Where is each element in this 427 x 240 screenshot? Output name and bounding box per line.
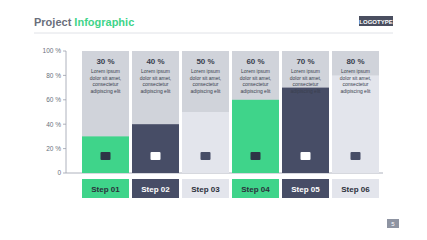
x-tick-label: Step 01 xyxy=(91,185,120,194)
y-tick xyxy=(63,51,66,52)
description: adipiscing elit xyxy=(90,88,121,94)
bar xyxy=(132,124,179,173)
description: dolor sit amet, xyxy=(240,75,271,81)
description: consectetur xyxy=(143,81,169,87)
description: dolor sit amet, xyxy=(90,75,121,81)
header-rule xyxy=(34,33,393,34)
root: Project Infographic LOGOTYPE 0 20 % 40 % 60 %… xyxy=(0,0,427,240)
x-tick-label: Step 03 xyxy=(191,185,220,194)
description: Lorem ipsum xyxy=(91,68,120,74)
y-tick-label: 100 % xyxy=(43,47,62,54)
y-tick xyxy=(63,148,66,149)
data-label: 80 % xyxy=(346,57,364,66)
category-box xyxy=(282,179,329,198)
background xyxy=(0,0,427,240)
y-tick xyxy=(63,124,66,125)
description: dolor sit amet, xyxy=(340,75,371,81)
description: dolor sit amet, xyxy=(140,75,171,81)
data-label: 50 % xyxy=(196,57,214,66)
icon xyxy=(201,152,211,160)
y-tick-label: 80 % xyxy=(46,72,61,79)
bar xyxy=(182,112,229,173)
description: consectetur xyxy=(293,81,319,87)
column-panel xyxy=(232,51,279,173)
description: dolor sit amet, xyxy=(190,75,221,81)
data-label: 70 % xyxy=(296,57,314,66)
column-panel xyxy=(82,51,129,173)
category-box xyxy=(82,179,129,198)
bars xyxy=(82,75,379,173)
description: adipiscing elit xyxy=(140,88,171,94)
title-part: Infographic xyxy=(74,16,134,28)
description: Lorem ipsum xyxy=(291,68,320,74)
bar xyxy=(332,75,379,173)
description: consectetur xyxy=(243,81,269,87)
description: consectetur xyxy=(93,81,119,87)
y-tick-label: 60 % xyxy=(46,96,61,103)
x-tick-label: Step 02 xyxy=(141,185,170,194)
description: adipiscing elit xyxy=(340,88,371,94)
chart: Project Infographic LOGOTYPE 0 20 % 40 % 60 %… xyxy=(0,0,427,240)
y-tick xyxy=(63,173,66,174)
category-box xyxy=(182,179,229,198)
y-tick xyxy=(63,75,66,76)
x-tick-label: Step 06 xyxy=(341,185,370,194)
description: Lorem ipsum xyxy=(141,68,170,74)
category-box xyxy=(232,179,279,198)
icon xyxy=(301,152,311,160)
bar xyxy=(82,136,129,173)
column-panel xyxy=(182,51,229,173)
icon xyxy=(151,152,161,160)
x-tick-label: Step 05 xyxy=(291,185,320,194)
description: adipiscing elit xyxy=(290,88,321,94)
column-panel xyxy=(332,51,379,173)
description: adipiscing elit xyxy=(190,88,221,94)
description: consectetur xyxy=(193,81,219,87)
description: dolor sit amet, xyxy=(290,75,321,81)
title-part: Project xyxy=(34,16,74,28)
category-box xyxy=(132,179,179,198)
description: consectetur xyxy=(343,81,369,87)
description: Lorem ipsum xyxy=(341,68,370,74)
title: Project Infographic xyxy=(34,16,134,28)
bar xyxy=(282,88,329,173)
page-number: 5 xyxy=(391,221,395,227)
logo: LOGOTYPE xyxy=(359,19,392,25)
page-box xyxy=(387,219,399,228)
y-tick-label: 40 % xyxy=(46,121,61,128)
data-label: 40 % xyxy=(146,57,164,66)
bar xyxy=(232,100,279,173)
y-tick-label: 20 % xyxy=(46,145,61,152)
description: Lorem ipsum xyxy=(191,68,220,74)
icon xyxy=(101,152,111,160)
logo-box xyxy=(359,16,393,26)
y-tick-label: 0 xyxy=(57,169,61,176)
category-box xyxy=(332,179,379,198)
icon xyxy=(251,152,261,160)
y-tick xyxy=(63,99,66,100)
data-label: 60 % xyxy=(246,57,264,66)
description: Lorem ipsum xyxy=(241,68,270,74)
y-axis xyxy=(66,51,67,173)
column-panel xyxy=(132,51,179,173)
icon xyxy=(351,152,361,160)
x-tick-label: Step 04 xyxy=(241,185,270,194)
data-label: 30 % xyxy=(96,57,114,66)
description: adipiscing elit xyxy=(240,88,271,94)
column-panel xyxy=(282,51,329,173)
